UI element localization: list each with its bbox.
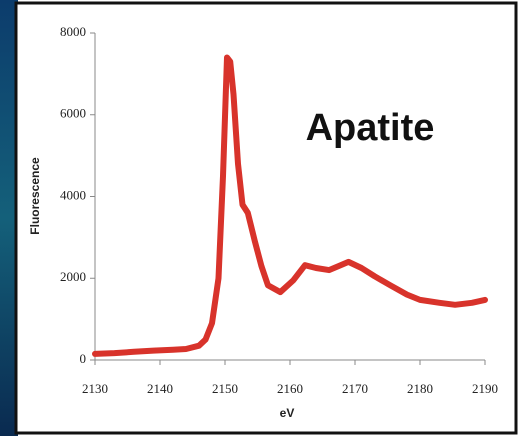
- x-tick-label: 2140: [147, 381, 173, 396]
- y-tick-label: 8000: [60, 24, 86, 39]
- annotation: Apatite: [306, 107, 435, 149]
- y-tick-label: 0: [80, 351, 87, 366]
- y-tick-label: 2000: [60, 269, 86, 284]
- data-line: [92, 54, 488, 357]
- y-tick-label: 6000: [60, 106, 86, 121]
- background-strip: [0, 0, 18, 436]
- y-tick-label: 4000: [60, 187, 86, 202]
- x-tick-label: 2160: [277, 381, 303, 396]
- x-tick-label: 2170: [342, 381, 368, 396]
- x-tick-label: 2190: [472, 381, 498, 396]
- x-tick-label: 2150: [212, 381, 238, 396]
- x-tick-label: 2180: [407, 381, 433, 396]
- x-tick-label: 2130: [82, 381, 108, 396]
- panel: [14, 1, 518, 435]
- y-axis-label: Fluorescence: [28, 157, 42, 235]
- x-axis-label: eV: [280, 406, 295, 420]
